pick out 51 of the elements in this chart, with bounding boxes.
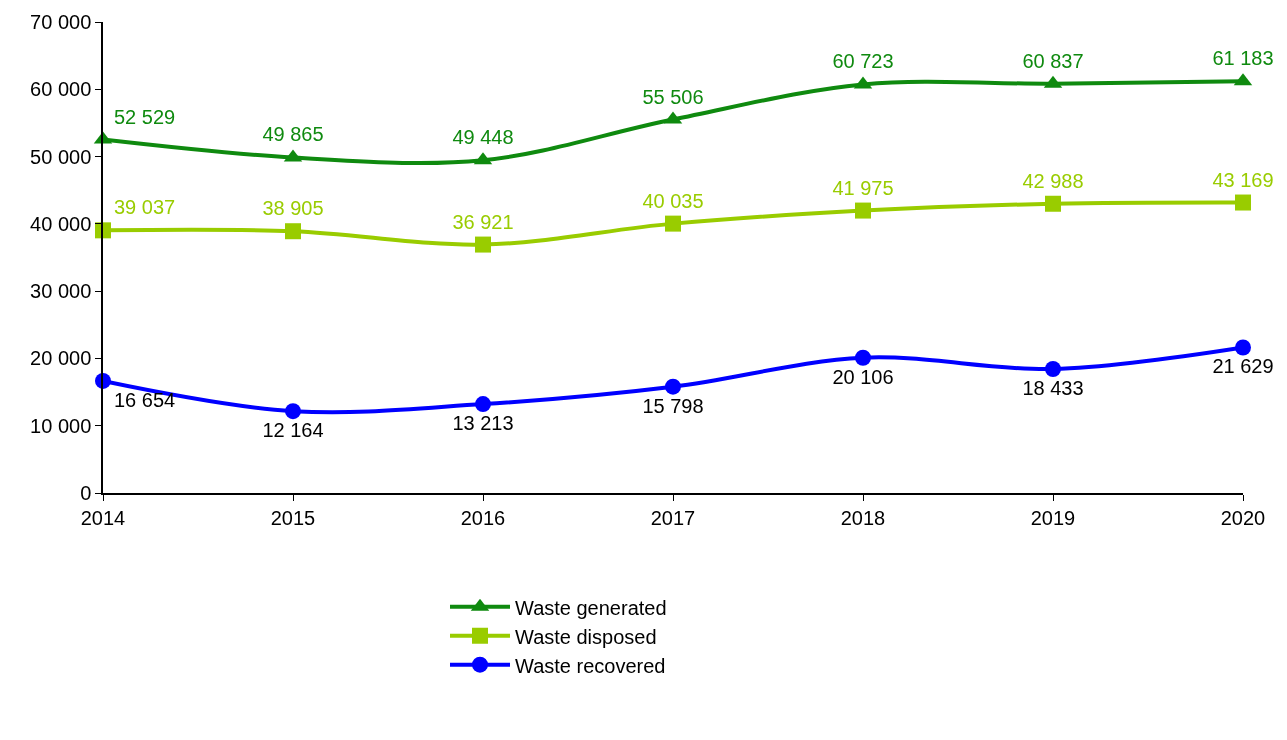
- x-tick-label: 2015: [270, 506, 316, 529]
- y-tick-label: 20 000: [30, 347, 92, 370]
- data-label: 55 506: [642, 85, 704, 108]
- point: [1045, 360, 1061, 377]
- data-label: 41 975: [832, 176, 894, 199]
- point: [1235, 339, 1251, 356]
- data-label: 60 837: [1022, 49, 1084, 72]
- y-tick-label: 10 000: [30, 414, 92, 437]
- point: [1235, 194, 1251, 211]
- data-label: 60 723: [832, 50, 894, 73]
- data-label: 43 169: [1212, 168, 1274, 191]
- x-tick-label: 2020: [1220, 506, 1266, 529]
- data-label: 15 798: [642, 394, 704, 417]
- data-label: 21 629: [1212, 355, 1274, 378]
- point: [665, 215, 681, 232]
- x-tick-label: 2014: [80, 506, 126, 529]
- point: [285, 403, 301, 420]
- data-label: 49 865: [262, 123, 324, 146]
- y-tick-label: 40 000: [30, 212, 92, 235]
- y-tick-label: 70 000: [30, 11, 92, 33]
- y-tick-label: 0: [80, 482, 92, 504]
- data-label: 49 448: [452, 126, 514, 149]
- x-tick-label: 2016: [460, 506, 506, 529]
- legend-label: Waste disposed: [515, 625, 657, 648]
- data-label: 40 035: [642, 189, 704, 212]
- data-label: 61 183: [1212, 47, 1274, 70]
- point: [855, 349, 871, 366]
- legend-label: Waste recovered: [515, 654, 666, 677]
- point: [1045, 195, 1061, 212]
- y-tick-label: 50 000: [30, 145, 92, 168]
- data-label: 12 164: [262, 419, 324, 442]
- y-tick-label: 30 000: [30, 280, 92, 303]
- data-label: 20 106: [832, 365, 894, 388]
- legend-label: Waste generated: [515, 596, 667, 619]
- data-label: 13 213: [452, 412, 514, 435]
- data-label: 52 529: [114, 105, 176, 128]
- data-label: 42 988: [1022, 169, 1084, 192]
- data-label: 16 654: [114, 388, 176, 411]
- point: [475, 396, 491, 413]
- data-label: 38 905: [262, 197, 324, 220]
- data-label: 18 433: [1022, 376, 1084, 399]
- point: [285, 223, 301, 240]
- data-label: 36 921: [452, 210, 514, 233]
- point: [855, 202, 871, 219]
- point: [665, 378, 681, 395]
- x-tick-label: 2018: [840, 506, 886, 529]
- x-tick-label: 2017: [650, 506, 696, 529]
- y-tick-label: 60 000: [30, 78, 92, 101]
- point: [475, 236, 491, 253]
- x-tick-label: 2019: [1030, 506, 1076, 529]
- data-label: 39 037: [114, 196, 176, 219]
